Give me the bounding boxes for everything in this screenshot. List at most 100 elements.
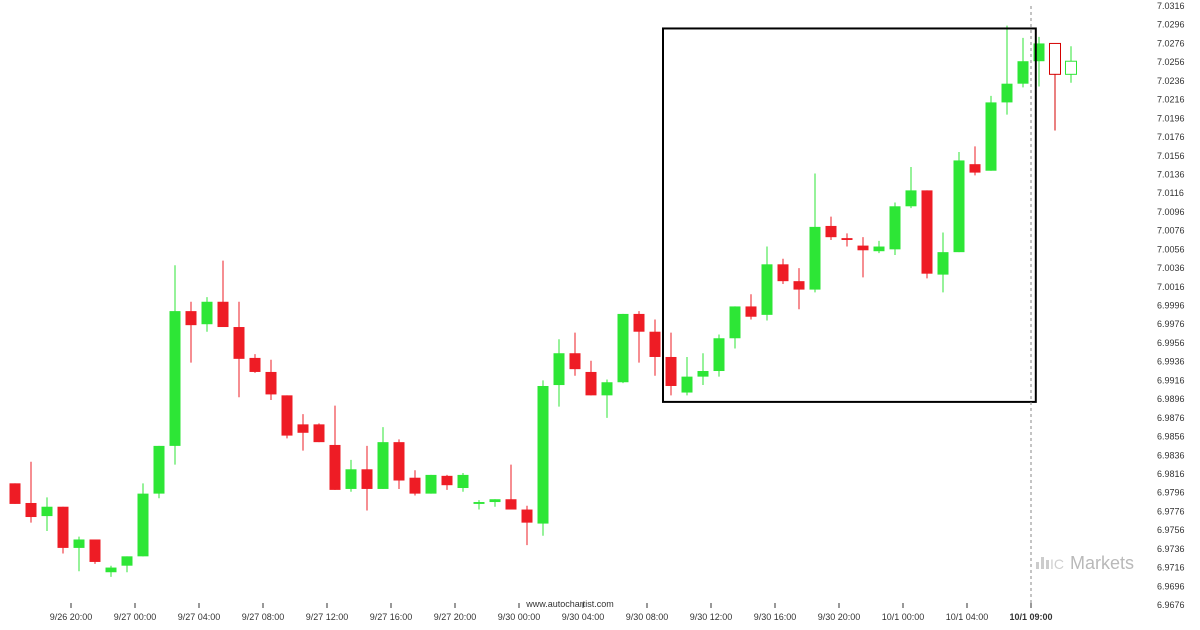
candle <box>185 301 197 363</box>
x-tick-label: 9/27 20:00 <box>434 612 477 622</box>
y-tick-label: 6.9796 <box>1157 488 1185 498</box>
candle <box>1065 46 1077 83</box>
candle-body <box>41 506 53 517</box>
candle-body <box>217 301 229 328</box>
y-tick-label: 7.0196 <box>1157 113 1185 123</box>
candle-body <box>905 190 917 207</box>
candle <box>297 414 309 451</box>
candle <box>1049 42 1061 131</box>
candle-body <box>329 444 341 490</box>
candle-body <box>889 206 901 250</box>
x-axis: 9/26 20:00 9/27 00:00 9/27 04:00 9/27 08:00… <box>50 603 1053 622</box>
y-tick-label: 6.9976 <box>1157 319 1185 329</box>
candle <box>537 380 549 536</box>
candle <box>281 395 293 439</box>
candle <box>201 297 213 332</box>
y-tick-label: 7.0216 <box>1157 95 1185 105</box>
candle-body <box>793 281 805 290</box>
candle <box>569 332 581 376</box>
candle <box>777 258 789 284</box>
candle-body <box>665 356 677 386</box>
y-axis: 7.0316 7.0296 7.0276 7.0256 7.0236 7.0216 7.01… <box>1157 1 1185 610</box>
y-tick-label: 6.9936 <box>1157 357 1185 367</box>
candle <box>393 439 405 489</box>
candle-body <box>601 382 613 396</box>
candle <box>57 506 69 554</box>
candle <box>809 173 821 293</box>
candle-body <box>137 493 149 557</box>
candle <box>937 232 949 293</box>
candle <box>1017 37 1029 88</box>
x-tick-label: 9/30 00:00 <box>498 612 541 622</box>
candle <box>233 301 245 398</box>
candle <box>889 202 901 255</box>
x-tick-label: 9/27 08:00 <box>242 612 285 622</box>
candle-body <box>233 327 245 359</box>
candle-body <box>809 226 821 290</box>
candle-body <box>777 264 789 282</box>
candle <box>441 474 453 490</box>
y-tick-label: 6.9716 <box>1157 563 1185 573</box>
x-tick-label: 9/26 20:00 <box>50 612 93 622</box>
candle-body <box>265 371 277 395</box>
candle <box>41 497 53 532</box>
y-tick-label: 6.9856 <box>1157 432 1185 442</box>
y-tick-label: 7.0176 <box>1157 132 1185 142</box>
y-tick-label: 6.9836 <box>1157 450 1185 460</box>
candle <box>1033 36 1045 87</box>
candle-body <box>121 556 133 566</box>
candle-body <box>1017 61 1029 84</box>
candle <box>409 470 421 496</box>
y-tick-label: 7.0096 <box>1157 207 1185 217</box>
brand-watermark: IC Markets <box>1036 553 1134 573</box>
candle <box>153 445 165 499</box>
candle <box>73 536 85 572</box>
y-tick-label: 7.0076 <box>1157 226 1185 236</box>
candle-body <box>617 313 629 383</box>
candle <box>89 539 101 564</box>
candle-body <box>569 353 581 370</box>
candle-body <box>393 442 405 481</box>
candle-body <box>681 376 693 393</box>
pattern-box-layer <box>662 6 1037 605</box>
candle <box>969 146 981 176</box>
candle <box>745 294 757 320</box>
candle <box>313 423 325 443</box>
candle-body <box>633 313 645 332</box>
candle-body <box>473 502 485 504</box>
candle <box>841 233 853 247</box>
y-tick-label: 6.9816 <box>1157 469 1185 479</box>
x-tick-label: 9/27 16:00 <box>370 612 413 622</box>
candle <box>857 237 869 278</box>
candle-body <box>697 371 709 377</box>
candle <box>553 339 565 407</box>
candle-body <box>297 424 309 433</box>
candle-body <box>729 306 741 339</box>
candle <box>489 499 501 507</box>
candle <box>249 354 261 373</box>
y-tick-label: 6.9736 <box>1157 544 1185 554</box>
y-tick-label: 7.0276 <box>1157 38 1185 48</box>
candle-body <box>281 395 293 436</box>
candle <box>377 427 389 489</box>
candle-body <box>249 357 261 372</box>
candles-layer <box>9 25 1077 577</box>
x-tick-label: 9/30 20:00 <box>818 612 861 622</box>
candle-body <box>105 567 117 573</box>
candle-body <box>457 474 469 489</box>
candle <box>1001 25 1013 115</box>
x-tick-label: 10/1 00:00 <box>882 612 925 622</box>
candle <box>697 353 709 386</box>
y-tick-label: 7.0116 <box>1157 188 1184 198</box>
candle-body <box>1033 43 1045 62</box>
y-tick-label: 7.0296 <box>1157 20 1185 30</box>
y-tick-label: 7.0036 <box>1157 263 1185 273</box>
pattern-box <box>662 27 1037 403</box>
candle <box>9 483 21 504</box>
candle-body <box>441 475 453 486</box>
y-tick-label: 6.9896 <box>1157 394 1185 404</box>
y-tick-label: 6.9996 <box>1157 301 1185 311</box>
candle <box>473 500 485 510</box>
y-tick-label: 7.0016 <box>1157 282 1185 292</box>
